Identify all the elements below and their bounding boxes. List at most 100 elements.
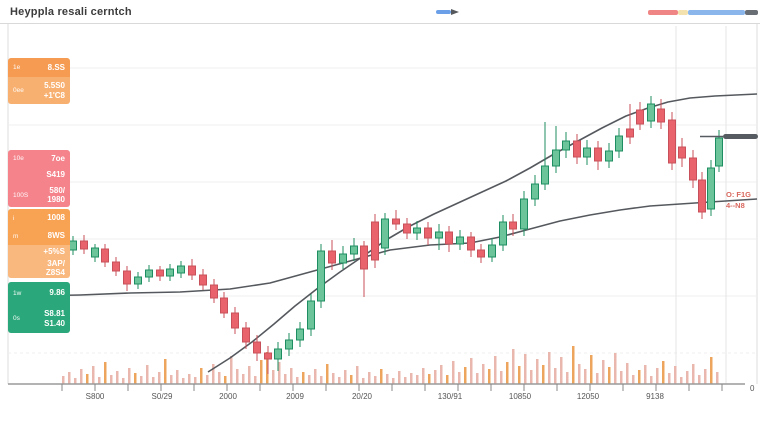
tag-label: m: [13, 232, 19, 240]
candle-body[interactable]: [274, 348, 282, 360]
volume-bar: [266, 352, 269, 384]
tag-value: 7oe: [51, 153, 65, 163]
candle-body[interactable]: [220, 297, 228, 314]
candle-body[interactable]: [647, 103, 655, 122]
candle-body[interactable]: [350, 245, 358, 255]
volume-bar: [548, 352, 551, 384]
volume-bar: [398, 371, 401, 384]
candle-body[interactable]: [541, 165, 549, 185]
candle-body[interactable]: [552, 149, 560, 167]
tag-value: 1008: [47, 213, 65, 223]
candle-body[interactable]: [636, 109, 644, 125]
candle-body[interactable]: [253, 341, 261, 354]
candle-body[interactable]: [80, 240, 88, 250]
candle-body[interactable]: [520, 198, 528, 230]
candle-body[interactable]: [339, 253, 347, 264]
candle-body[interactable]: [242, 327, 250, 343]
volume-bar: [560, 357, 563, 384]
candle-body[interactable]: [285, 339, 293, 350]
volume-bar: [98, 377, 101, 384]
candle-body[interactable]: [134, 276, 142, 285]
current-price-marker[interactable]: [723, 134, 758, 139]
candle-body[interactable]: [583, 147, 591, 158]
candle-body[interactable]: [123, 270, 131, 285]
candle-body[interactable]: [445, 231, 453, 245]
price-tag-2[interactable]: i 1008 m 8WS +5%S 3AP/ Z8S4: [8, 209, 70, 278]
candle-body[interactable]: [307, 300, 315, 330]
candle-body[interactable]: [91, 247, 99, 258]
volume-bar: [458, 372, 461, 384]
volume-bar: [566, 372, 569, 384]
candle-body[interactable]: [231, 312, 239, 329]
candle-body[interactable]: [424, 227, 432, 239]
candle-body[interactable]: [657, 108, 665, 123]
candle-body[interactable]: [456, 236, 464, 245]
x-axis-label: S0/29: [151, 392, 173, 401]
candle-body[interactable]: [381, 218, 389, 249]
candle-body[interactable]: [698, 179, 706, 213]
candle-body[interactable]: [210, 284, 218, 299]
volume-bar: [440, 365, 443, 384]
candle-body[interactable]: [499, 221, 507, 246]
volume-bar: [452, 361, 455, 384]
volume-bar: [260, 360, 263, 384]
tag-value: 8WS: [47, 231, 65, 241]
candle-body[interactable]: [392, 218, 400, 225]
x-axis-label: 12050: [576, 392, 600, 401]
candle-body[interactable]: [477, 249, 485, 258]
candle-body[interactable]: [413, 227, 421, 234]
x-axis-label: 2000: [219, 392, 237, 401]
candle-body[interactable]: [531, 183, 539, 200]
candle-body[interactable]: [435, 231, 443, 239]
volume-bar: [236, 369, 239, 384]
candle-body[interactable]: [626, 128, 634, 138]
candle-body[interactable]: [145, 269, 153, 278]
candle-body[interactable]: [166, 268, 174, 277]
timeline-slider-handle[interactable]: [436, 10, 451, 14]
price-tag-0[interactable]: 1e 8.SS 0ee 5.5S0 +1'C8: [8, 58, 70, 104]
candle-body[interactable]: [188, 265, 196, 276]
candle-body[interactable]: [371, 221, 379, 261]
candle-body[interactable]: [296, 328, 304, 341]
candle-body[interactable]: [112, 261, 120, 272]
volume-bar: [644, 365, 647, 384]
candle-body[interactable]: [101, 248, 109, 263]
candle-body[interactable]: [467, 236, 475, 251]
candle-body[interactable]: [177, 265, 185, 274]
yellow-segment: [678, 10, 688, 15]
candle-body[interactable]: [403, 223, 411, 234]
tag-label: 1e: [13, 64, 21, 71]
volume-bar: [74, 378, 77, 384]
candle-body[interactable]: [199, 274, 207, 286]
candle-body[interactable]: [678, 146, 686, 159]
candle-body[interactable]: [509, 221, 517, 230]
volume-bar: [128, 368, 131, 384]
candle-body[interactable]: [689, 157, 697, 181]
price-tag-1[interactable]: 10e 7oe S419 100S 580/ 1980: [8, 150, 70, 207]
tag-label: 0s: [13, 315, 20, 322]
volume-bar: [512, 349, 515, 384]
volume-bar: [68, 372, 71, 384]
candle-body[interactable]: [69, 240, 77, 251]
candle-body[interactable]: [594, 147, 602, 162]
candle-body[interactable]: [615, 135, 623, 152]
candle-body[interactable]: [562, 140, 570, 151]
candle-body[interactable]: [668, 119, 676, 164]
candle-body[interactable]: [317, 250, 325, 302]
candle-body[interactable]: [264, 352, 272, 360]
candle-body[interactable]: [328, 250, 336, 264]
volume-bar: [278, 362, 281, 384]
candle-body[interactable]: [573, 140, 581, 158]
candle-body[interactable]: [360, 245, 368, 270]
candle-body[interactable]: [156, 269, 164, 277]
volume-bar: [632, 375, 635, 384]
volume-bar: [476, 373, 479, 384]
candle-body[interactable]: [605, 150, 613, 162]
volume-bar: [80, 369, 83, 384]
candle-body[interactable]: [715, 137, 723, 167]
candle-body[interactable]: [707, 167, 715, 210]
candle-body[interactable]: [488, 244, 496, 258]
volume-bar: [620, 371, 623, 384]
price-tag-3[interactable]: 1w 9.86 0s S8.81 S1.40: [8, 282, 70, 333]
